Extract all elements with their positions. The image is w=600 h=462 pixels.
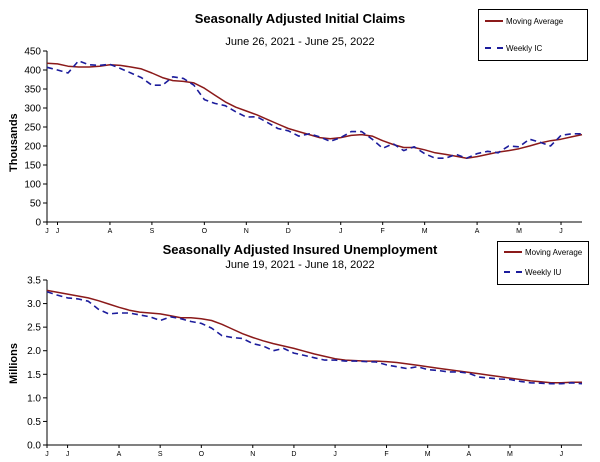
legend-label: Moving Average <box>525 247 583 257</box>
x-tick-label: O <box>202 228 208 235</box>
y-tick-label: 450 <box>24 47 41 58</box>
y-tick-label: 0.0 <box>27 441 41 452</box>
x-tick-label: J <box>339 228 343 235</box>
x-tick-label: J <box>45 451 49 458</box>
x-tick-label: S <box>150 228 155 235</box>
x-tick-label: M <box>422 228 428 235</box>
y-tick-label: 2.5 <box>27 323 41 334</box>
legend-item-moving-average: Moving Average <box>485 16 563 26</box>
x-tick-label: F <box>384 451 388 458</box>
legend-swatch-dashed <box>504 271 522 273</box>
y-tick-label: 250 <box>24 123 41 134</box>
insured-unemployment-panel: Seasonally Adjusted Insured Unemployment… <box>0 236 600 462</box>
insured-unemployment-chart: 0.0 0.5 1.0 1.5 2.0 2.5 3.0 3.5 J J A S O N D J F M A M J <box>27 276 583 458</box>
legend-item-weekly-ic: Weekly IC <box>485 43 542 53</box>
initial-claims-panel: Seasonally Adjusted Initial Claims June … <box>8 9 588 235</box>
x-tick-label: M <box>516 228 522 235</box>
y-tick-label: 350 <box>24 85 41 96</box>
x-tick-label: J <box>45 228 49 235</box>
x-tick-label: O <box>199 451 205 458</box>
x-tick-label: A <box>117 451 122 458</box>
y-tick-label: 3.5 <box>27 276 41 287</box>
weekly-series-line <box>46 60 582 159</box>
legend-swatch-solid <box>504 251 522 253</box>
x-tick-label: M <box>425 451 431 458</box>
chart-subtitle: June 19, 2021 - June 18, 2022 <box>225 259 375 271</box>
x-tick-label: D <box>286 228 291 235</box>
y-tick-label: 1.5 <box>27 370 41 381</box>
chart-legend: Moving Average Weekly IC <box>478 9 588 61</box>
weekly-series-line <box>46 291 583 385</box>
x-tick-label: J <box>559 228 563 235</box>
legend-label: Moving Average <box>506 16 564 26</box>
legend-label: Weekly IC <box>506 43 543 53</box>
y-tick-label: 400 <box>24 66 41 77</box>
x-tick-label: J <box>56 228 60 235</box>
chart-title: Seasonally Adjusted Initial Claims <box>194 11 406 26</box>
x-tick-label: N <box>244 228 249 235</box>
legend-item-moving-average: Moving Average <box>504 247 582 257</box>
chart-subtitle: June 26, 2021 - June 25, 2022 <box>225 36 375 48</box>
x-tick-label: F <box>381 228 385 235</box>
x-tick-label: A <box>475 228 480 235</box>
y-tick-label: 300 <box>24 104 41 115</box>
chart-title: Seasonally Adjusted Insured Unemployment <box>162 242 438 257</box>
chart-legend: Moving Average Weekly IU <box>497 241 589 285</box>
y-tick-label: 100 <box>24 180 41 191</box>
y-tick-label: 200 <box>24 142 41 153</box>
legend-swatch-dashed <box>485 47 503 49</box>
x-tick-label: J <box>66 451 70 458</box>
legend-swatch-solid <box>485 20 503 22</box>
x-tick-label: A <box>108 228 113 235</box>
moving-average-series-line <box>46 62 583 159</box>
x-tick-label: S <box>158 451 163 458</box>
y-tick-label: 50 <box>30 199 42 210</box>
y-tick-label: 0.5 <box>27 417 41 428</box>
moving-average-series-line <box>46 289 582 384</box>
y-tick-label: 3.0 <box>27 299 41 310</box>
y-tick-label: 1.0 <box>27 393 41 404</box>
x-tick-label: M <box>507 451 513 458</box>
y-tick-label: 2.0 <box>27 346 41 357</box>
legend-label: Weekly IU <box>525 267 562 277</box>
y-tick-label: 0 <box>35 218 41 229</box>
x-tick-label: J <box>560 451 564 458</box>
x-tick-label: N <box>250 451 255 458</box>
legend-item-weekly-iu: Weekly IU <box>504 267 561 277</box>
x-tick-label: J <box>333 451 337 458</box>
y-tick-label: 150 <box>24 161 41 172</box>
x-tick-label: A <box>466 451 471 458</box>
x-tick-label: D <box>291 451 296 458</box>
